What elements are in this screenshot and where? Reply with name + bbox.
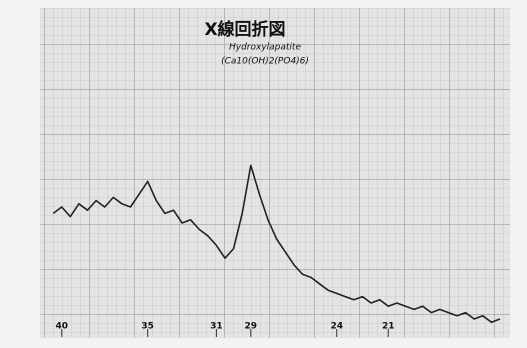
chart-title: X線回折図 — [204, 19, 285, 40]
x-tick-label: 24 — [330, 322, 343, 332]
formula: (Ca10(OH)2(PO4)6) — [221, 57, 309, 67]
x-tick-label: 21 — [382, 322, 395, 332]
x-tick-label: 40 — [55, 322, 68, 332]
x-tick-label: 29 — [245, 322, 258, 332]
subtitle: Hydroxylapatite — [229, 43, 301, 53]
chart: X線回折図 Hydroxylapatite (Ca10(OH)2(PO4)6) … — [0, 0, 527, 348]
x-tick-label: 35 — [141, 322, 154, 332]
x-tick-label: 31 — [210, 322, 223, 332]
